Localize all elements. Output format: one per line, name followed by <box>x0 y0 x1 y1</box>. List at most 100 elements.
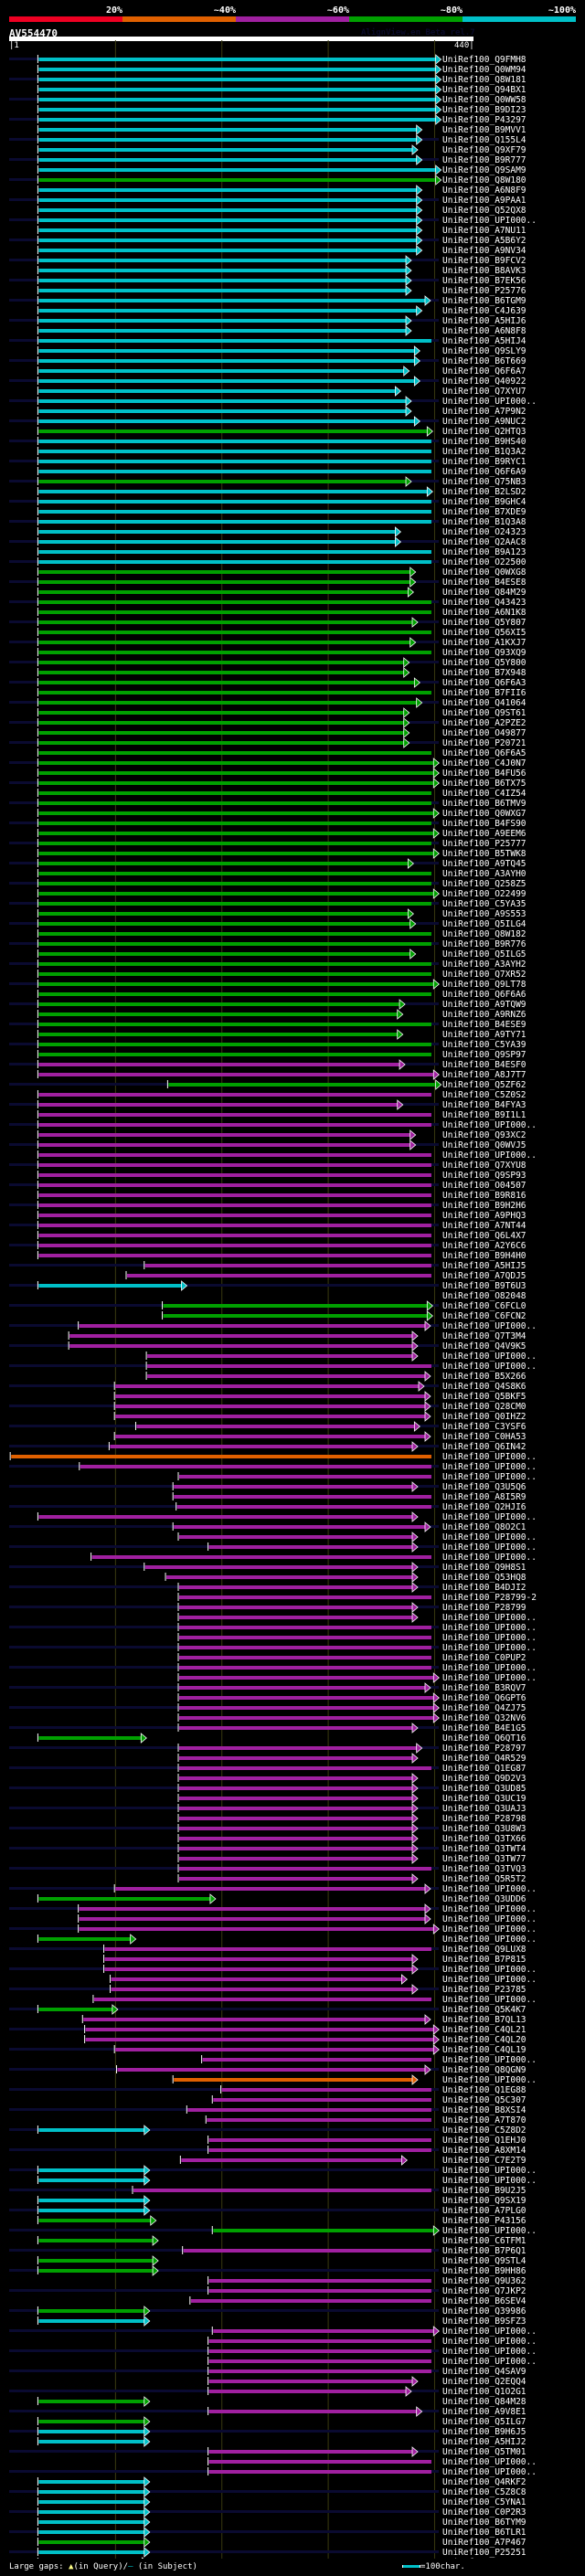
hit-label: UniRef100_Q4V9K5 <box>442 1341 526 1352</box>
hit-label: UniRef100_Q9U362 <box>442 2276 526 2286</box>
hit-label: UniRef100_Q56XI5 <box>442 628 526 638</box>
hit-label: UniRef100_Q8W180 <box>442 175 526 186</box>
hit-bar <box>208 2380 413 2383</box>
row-track <box>9 2430 439 2433</box>
hit-label: UniRef100_Q3UDD6 <box>442 1894 526 1904</box>
hit-label: UniRef100_O82048 <box>442 1291 526 1301</box>
hit-end-arrow <box>413 416 420 427</box>
hit-bar <box>147 1364 431 1368</box>
hit-end-arrow <box>397 1009 404 1020</box>
hit-end-arrow <box>435 74 442 85</box>
hit-end-arrow <box>411 2446 419 2457</box>
hit-label: UniRef100_UPI000.. <box>442 1120 537 1130</box>
large-gaps-legend: Large gaps: ▲(in Query)/– (in Subject) <box>9 2562 197 2571</box>
hit-label: UniRef100_C0PUP2 <box>442 1653 526 1663</box>
hit-label: UniRef100_B6TYM9 <box>442 2518 526 2528</box>
hit-bar <box>38 2008 112 2011</box>
legend-band-40 <box>122 16 236 22</box>
hit-end-arrow <box>435 64 442 75</box>
hit-label: UniRef100_UPI000.. <box>442 2075 537 2085</box>
hit-bar <box>38 580 410 584</box>
hit-label: UniRef100_A9V8E1 <box>442 2407 526 2417</box>
hit-end-arrow <box>416 134 423 145</box>
hit-bar <box>38 932 431 936</box>
hit-bar <box>38 681 415 684</box>
hit-bar <box>179 1636 431 1639</box>
hit-bar <box>38 299 425 302</box>
hit-label: UniRef100_UPI000.. <box>442 1623 537 1633</box>
hit-label: UniRef100_B7P815 <box>442 1955 526 1965</box>
hit-label: UniRef100_A2PZE2 <box>442 718 526 728</box>
hit-bar <box>38 2259 154 2263</box>
hit-label: UniRef100_P43297 <box>442 115 526 125</box>
hit-label: UniRef100_C5YA35 <box>442 899 526 909</box>
hit-end-arrow <box>403 727 410 738</box>
hit-label: UniRef100_Q1EHJ0 <box>442 2136 526 2146</box>
hit-label: UniRef100_P28799-2 <box>442 1593 537 1603</box>
hit-label: UniRef100_B7QL13 <box>442 2015 526 2025</box>
scale-text: =100char. <box>420 2562 465 2571</box>
hit-end-arrow <box>411 1351 419 1362</box>
row-track <box>9 2550 439 2553</box>
hit-end-arrow <box>152 2255 159 2266</box>
hit-label: UniRef100_Q2AAC8 <box>442 537 526 547</box>
hit-label: UniRef100_Q5BKF5 <box>442 1392 526 1402</box>
hit-end-arrow <box>411 1793 419 1804</box>
hit-label: UniRef100_Q5Y807 <box>442 618 526 628</box>
hit-end-arrow <box>411 2074 419 2085</box>
hit-end-arrow <box>411 1773 419 1784</box>
hit-label: UniRef100_UPI000.. <box>442 1352 537 1362</box>
hit-label: UniRef100_Q5ILG5 <box>442 949 526 959</box>
hit-label: UniRef100_Q93XC2 <box>442 1130 526 1140</box>
hit-end-arrow <box>411 1833 419 1844</box>
hit-label: UniRef100_A8J7T7 <box>442 1070 526 1080</box>
hit-bar <box>179 1867 431 1871</box>
hit-label: UniRef100_Q1EG87 <box>442 1764 526 1774</box>
hit-bar <box>38 590 409 594</box>
hit-bar <box>179 1776 413 1780</box>
hit-bar <box>179 1646 431 1649</box>
hit-label: UniRef100_Q3UD85 <box>442 1784 526 1794</box>
hit-label: UniRef100_Q7XYU8 <box>442 1161 526 1171</box>
hit-bar <box>163 1304 428 1308</box>
hit-label: UniRef100_C5YNA1 <box>442 2497 526 2507</box>
hit-label: UniRef100_B4FS90 <box>442 819 526 829</box>
hit-bar <box>38 540 396 544</box>
hit-bar <box>144 1264 431 1267</box>
hit-end-arrow <box>424 1391 431 1402</box>
hit-bar <box>38 2269 154 2273</box>
hit-end-arrow <box>144 2125 151 2136</box>
hit-bar <box>38 641 410 644</box>
hit-bar <box>179 1766 431 1770</box>
hit-label: UniRef100_C0HA53 <box>442 1432 526 1442</box>
hit-label: UniRef100_Q5ZF62 <box>442 1080 526 1090</box>
hit-end-arrow <box>424 1371 431 1382</box>
hit-label: UniRef100_UPI000.. <box>442 2357 537 2367</box>
hit-bar <box>179 1656 431 1659</box>
hit-bar <box>174 2078 413 2082</box>
query-bar <box>9 37 473 41</box>
hit-bar <box>38 1093 431 1097</box>
hit-bar <box>179 1827 413 1830</box>
hit-bar <box>38 962 431 966</box>
hit-bar <box>38 570 410 574</box>
hit-bar <box>38 952 410 956</box>
hit-end-arrow <box>432 778 440 789</box>
hit-bar <box>179 1797 413 1800</box>
hit-end-arrow <box>432 758 440 769</box>
hit-label: UniRef100_Q6F6A9 <box>442 467 526 477</box>
hit-bar <box>179 1746 417 1750</box>
hit-label: UniRef100_UPI000.. <box>442 2457 537 2467</box>
hit-end-arrow <box>426 1310 433 1321</box>
hit-bar <box>38 429 428 433</box>
hit-label: UniRef100_B4DJI2 <box>442 1583 526 1593</box>
hit-label: UniRef100_P25777 <box>442 839 526 849</box>
hit-end-arrow <box>435 1079 442 1090</box>
hit-end-arrow <box>424 1401 431 1412</box>
hit-bar <box>127 1274 431 1277</box>
hit-label: UniRef100_Q5ILG4 <box>442 919 526 929</box>
hit-end-arrow <box>410 577 417 588</box>
hit-end-arrow <box>144 2426 151 2437</box>
hit-label: UniRef100_A9PAA1 <box>442 196 526 206</box>
